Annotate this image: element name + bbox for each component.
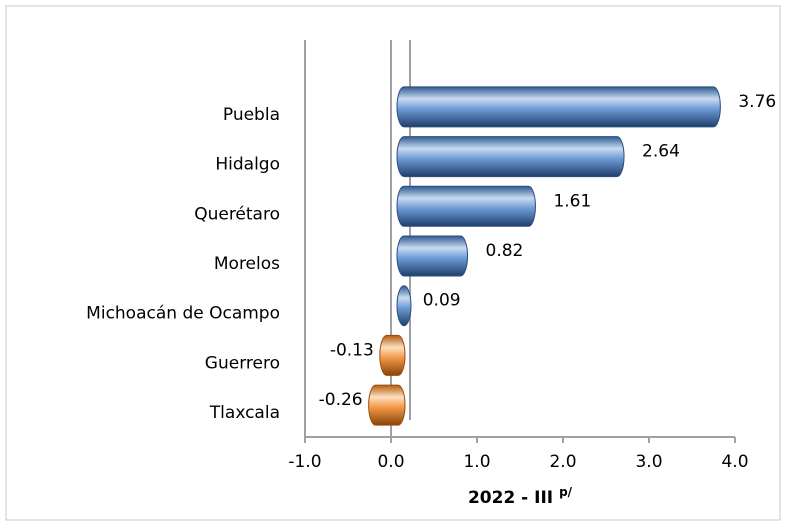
data-label: 0.82 — [486, 241, 524, 261]
data-label: 0.09 — [423, 291, 461, 311]
bar — [396, 86, 721, 128]
y-tick-label: Hidalgo — [215, 155, 280, 175]
data-label: 2.64 — [642, 142, 680, 162]
x-tick-label: 3.0 — [635, 452, 662, 472]
data-label: -0.26 — [319, 390, 363, 410]
bar — [368, 384, 406, 426]
x-axis-title-text: 2022 - III — [468, 488, 553, 508]
bar — [396, 285, 412, 327]
x-tick-label: 1.0 — [463, 452, 490, 472]
data-label: 1.61 — [553, 191, 591, 211]
y-tick-label: Querétaro — [194, 204, 280, 224]
x-tick-label: 4.0 — [721, 452, 748, 472]
bar — [396, 235, 469, 277]
y-tick-label: Puebla — [223, 105, 280, 125]
bar — [396, 185, 536, 227]
y-tick-label: Guerrero — [205, 353, 280, 373]
y-tick-label: Tlaxcala — [209, 403, 280, 423]
x-tick-label: 0.0 — [377, 452, 404, 472]
data-label: -0.13 — [330, 340, 374, 360]
x-axis-title: 2022 - III p/ — [468, 485, 573, 509]
x-tick-label: -1.0 — [288, 452, 321, 472]
chart-frame — [5, 5, 781, 521]
x-axis-title-superscript: p/ — [559, 485, 573, 499]
bar — [379, 334, 406, 376]
data-label: 3.76 — [738, 92, 776, 112]
y-tick-label: Morelos — [214, 254, 280, 274]
x-tick-label: 2.0 — [549, 452, 576, 472]
bar — [396, 136, 625, 178]
y-tick-label: Michoacán de Ocampo — [86, 304, 280, 324]
